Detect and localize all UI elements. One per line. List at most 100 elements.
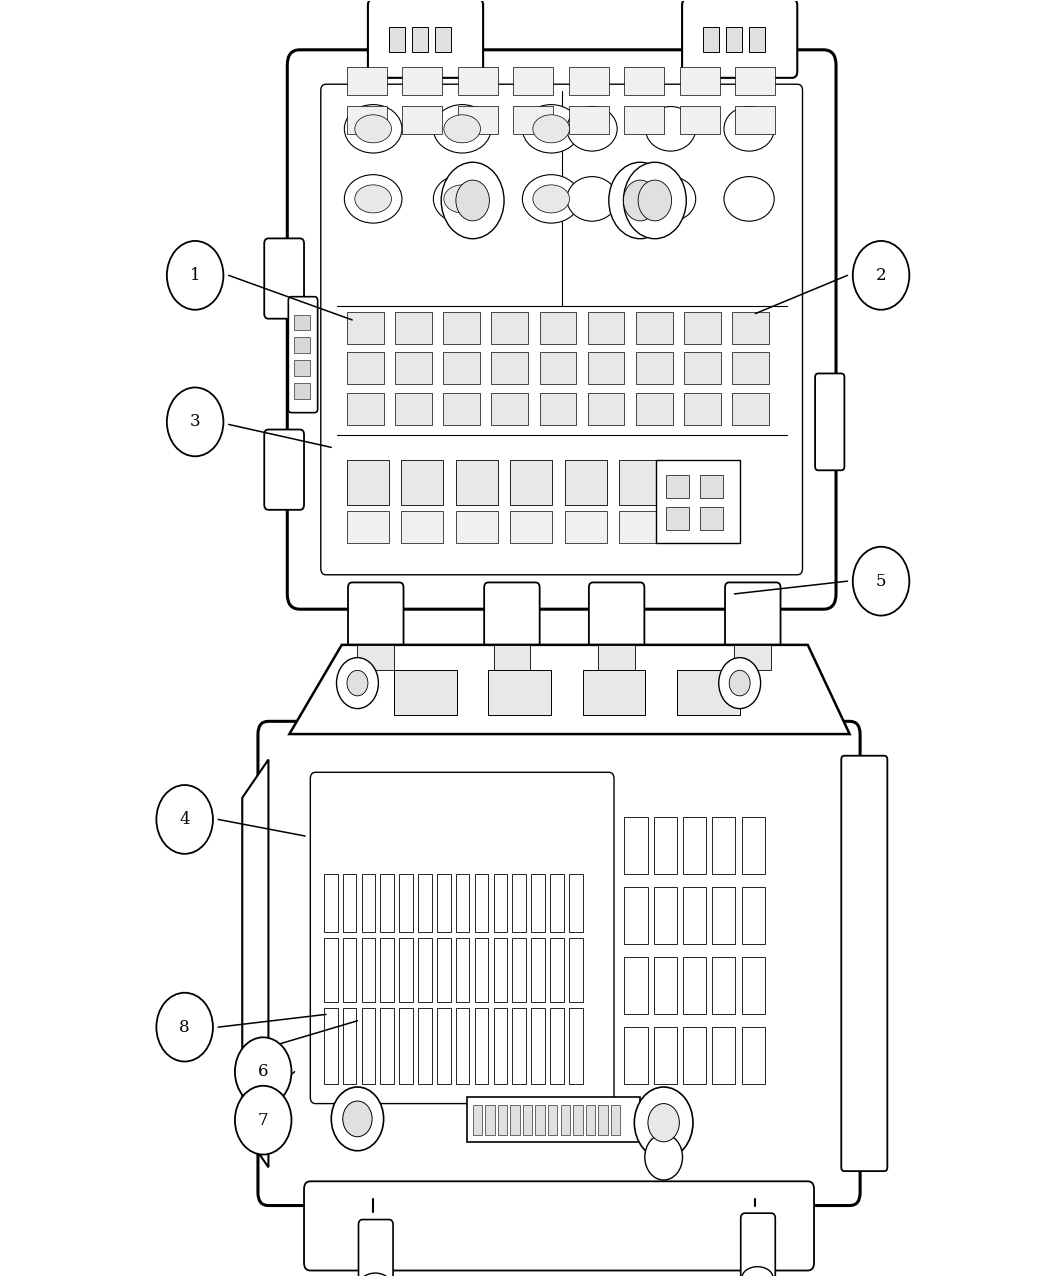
FancyBboxPatch shape (589, 582, 645, 682)
Bar (531, 1008, 545, 1084)
Bar (475, 1008, 488, 1084)
Ellipse shape (344, 105, 402, 153)
Bar (510, 1105, 520, 1135)
Bar (402, 68, 442, 96)
Circle shape (331, 1087, 383, 1151)
Bar (540, 352, 576, 384)
Bar (437, 1008, 450, 1084)
Bar (475, 875, 488, 931)
Circle shape (336, 658, 378, 709)
Bar (437, 875, 450, 931)
Bar (583, 670, 646, 715)
Bar (346, 460, 388, 504)
Bar (456, 460, 498, 504)
Bar (713, 888, 735, 944)
Bar (494, 1008, 507, 1084)
Bar (732, 352, 769, 384)
Ellipse shape (344, 175, 402, 223)
Bar (418, 937, 432, 1001)
Bar (620, 511, 662, 543)
Text: 6: 6 (258, 1064, 269, 1080)
Bar (700, 507, 723, 530)
Bar (565, 511, 607, 543)
Text: 1: 1 (190, 267, 201, 283)
Circle shape (156, 785, 213, 854)
Bar (395, 352, 432, 384)
Bar (346, 312, 383, 344)
Bar (726, 27, 741, 52)
Bar (361, 937, 375, 1001)
Bar (294, 314, 311, 329)
Bar (565, 460, 607, 504)
Bar (357, 645, 394, 670)
Bar (401, 460, 443, 504)
Bar (294, 383, 311, 398)
Circle shape (638, 180, 672, 221)
Circle shape (167, 241, 224, 310)
Bar (732, 312, 769, 344)
Bar (435, 27, 450, 52)
Circle shape (342, 1101, 372, 1137)
Ellipse shape (532, 185, 569, 213)
Bar (395, 393, 432, 425)
Bar (680, 68, 720, 96)
Bar (636, 393, 673, 425)
Bar (734, 645, 771, 670)
Bar (346, 352, 383, 384)
FancyBboxPatch shape (682, 0, 797, 78)
Bar (684, 956, 707, 1014)
Bar (667, 507, 690, 530)
Circle shape (156, 992, 213, 1061)
Bar (513, 106, 553, 134)
Bar (735, 106, 775, 134)
Ellipse shape (567, 176, 617, 221)
Ellipse shape (646, 176, 696, 221)
Text: 7: 7 (258, 1112, 269, 1129)
Bar (472, 1105, 482, 1135)
Bar (467, 1097, 640, 1142)
Bar (654, 1027, 677, 1084)
Ellipse shape (355, 185, 392, 213)
Bar (586, 1105, 595, 1135)
Text: 8: 8 (180, 1019, 190, 1036)
Bar (569, 106, 609, 134)
Bar (625, 956, 648, 1014)
FancyBboxPatch shape (311, 773, 614, 1103)
Circle shape (624, 180, 657, 221)
Bar (324, 875, 337, 931)
Bar (732, 393, 769, 425)
Bar (512, 937, 526, 1001)
Bar (418, 875, 432, 931)
FancyBboxPatch shape (321, 84, 802, 575)
Bar (548, 1105, 558, 1135)
FancyBboxPatch shape (358, 1220, 393, 1277)
Bar (700, 475, 723, 498)
Text: 5: 5 (876, 572, 886, 590)
Bar (704, 27, 719, 52)
Bar (625, 68, 665, 96)
Bar (598, 645, 635, 670)
Bar (512, 1008, 526, 1084)
FancyBboxPatch shape (724, 582, 780, 682)
Bar (523, 1105, 532, 1135)
Bar (399, 1008, 413, 1084)
FancyBboxPatch shape (258, 722, 860, 1205)
Bar (550, 937, 564, 1001)
Bar (346, 511, 388, 543)
Text: 2: 2 (876, 267, 886, 283)
Bar (342, 875, 356, 931)
Bar (569, 1008, 583, 1084)
Bar (491, 312, 528, 344)
Bar (494, 645, 530, 670)
Bar (713, 817, 735, 875)
Bar (680, 106, 720, 134)
Polygon shape (243, 760, 269, 1167)
Bar (561, 1105, 570, 1135)
Bar (361, 1008, 375, 1084)
Ellipse shape (567, 106, 617, 151)
Ellipse shape (355, 115, 392, 143)
Ellipse shape (532, 115, 569, 143)
Bar (491, 352, 528, 384)
Bar (380, 875, 394, 931)
Bar (456, 511, 498, 543)
